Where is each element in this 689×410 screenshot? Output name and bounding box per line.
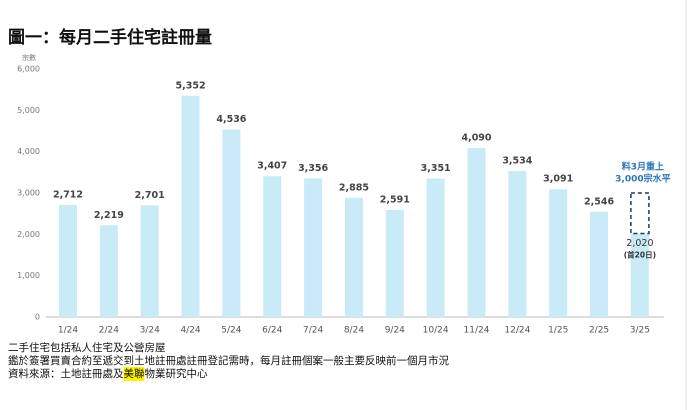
bar	[385, 209, 404, 317]
y-unit: 宗數	[22, 53, 36, 62]
x-tick-label: 3/25	[630, 326, 650, 336]
value-label: 2,591	[380, 194, 410, 205]
bar	[630, 233, 649, 317]
x-tick-label: 7/24	[303, 326, 323, 336]
bar	[590, 211, 609, 317]
x-tick-label: 3/24	[140, 326, 160, 336]
value-label: 2,020	[626, 238, 653, 249]
bar	[467, 147, 486, 317]
bar	[140, 205, 159, 317]
highlight	[123, 367, 145, 381]
x-tick-label: 6/24	[262, 326, 282, 336]
x-tick-label: 9/24	[385, 326, 405, 336]
value-label: 2,701	[135, 190, 165, 201]
bar	[99, 225, 118, 317]
partial-note: (首20日)	[624, 250, 656, 260]
note: 鑑於簽署買賣合約至遞交到土地註冊處註冊登記需時，每月註冊個案一般主要反映前一個月…	[8, 354, 449, 367]
y-tick-label: 0	[35, 313, 40, 322]
x-tick-label: 1/25	[548, 326, 568, 336]
value-label: 2,712	[53, 189, 83, 200]
source-part: 資料來源：土地註冊處及	[8, 367, 124, 380]
value-label: 4,536	[216, 114, 246, 125]
chart-title: 圖一：每月二手住宅註冊量	[8, 27, 212, 48]
bar	[344, 197, 363, 317]
y-tick-label: 6,000	[17, 65, 40, 74]
value-label: 3,351	[421, 163, 451, 174]
bar	[426, 178, 445, 317]
source: 資料來源：土地註冊處及美聯物業研究中心	[8, 367, 208, 380]
bar	[181, 95, 200, 317]
source-part: 物業研究中心	[145, 367, 208, 380]
bar	[263, 176, 282, 317]
x-tick-label: 11/24	[464, 326, 490, 336]
value-label: 2,546	[584, 196, 614, 207]
x-tick-label: 5/24	[221, 326, 241, 336]
y-tick-label: 1,000	[17, 271, 40, 280]
value-label: 3,091	[543, 174, 573, 185]
y-tick-label: 2,000	[17, 230, 40, 239]
y-tick-label: 3,000	[17, 189, 40, 198]
annotation: 3,000宗水平	[615, 173, 670, 185]
x-tick-label: 10/24	[423, 326, 449, 336]
value-label: 3,407	[257, 161, 287, 172]
source-part: 美聯	[124, 367, 145, 380]
value-label: 3,534	[502, 155, 532, 166]
value-label: 3,356	[298, 163, 328, 174]
x-tick-label: 2/24	[99, 326, 119, 336]
projection-box	[630, 192, 650, 235]
value-label: 2,885	[339, 182, 369, 193]
value-label: 2,219	[94, 210, 124, 221]
bar	[549, 189, 568, 317]
x-tick-label: 8/24	[344, 326, 364, 336]
x-tick-label: 1/24	[58, 326, 78, 336]
annotation: 料3月重上	[622, 161, 664, 173]
y-tick-label: 4,000	[17, 147, 40, 156]
note: 二手住宅包括私人住宅及公營房屋	[8, 341, 166, 354]
x-tick-label: 12/24	[504, 326, 530, 336]
bar	[508, 170, 527, 317]
bar	[222, 129, 241, 317]
y-tick-label: 5,000	[17, 106, 40, 115]
bar	[59, 204, 77, 317]
x-tick-label: 2/25	[589, 326, 609, 336]
value-label: 4,090	[461, 132, 491, 143]
value-label: 5,352	[176, 80, 206, 91]
bar	[304, 178, 323, 317]
x-tick-label: 4/24	[180, 326, 200, 336]
